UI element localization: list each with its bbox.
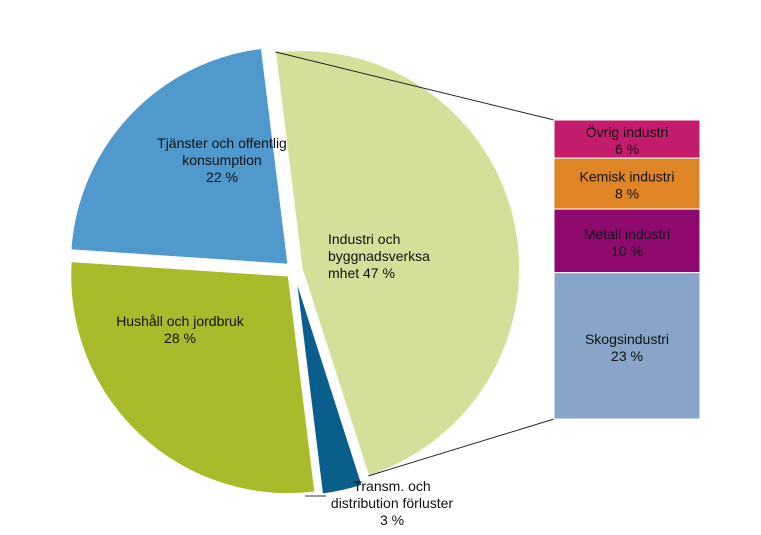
- slice-transm-och: [294, 277, 364, 496]
- breakdown-skogsindustri: [553, 272, 701, 420]
- connector-bottom: [368, 418, 555, 477]
- breakdown-connectors: [275, 51, 555, 477]
- breakdown-ovrig-industri: [553, 119, 701, 159]
- breakdown-bar: Övrig industri 6 % Kemisk industri 8 % Metal…: [553, 119, 701, 420]
- breakdown-ovrig-industri-label: Övrig industri 6 %: [586, 123, 668, 157]
- connector-top: [275, 51, 555, 121]
- breakdown-kemisk-industri-label: Kemisk industri 8 %: [580, 169, 675, 202]
- breakdown-metall-industri: [553, 208, 701, 274]
- breakdown-kemisk-industri: [553, 157, 701, 210]
- slice-industri-och-label: Industri och byggnadsverksa mhet 47 %: [328, 231, 430, 281]
- breakdown-skogsindustri-label: Skogsindustri 23 %: [585, 331, 669, 364]
- slice-transm-och-label: Transm. och distribution förluster 3 %: [331, 478, 454, 528]
- slice-tjanster-och-offentlig-label: Tjänster och offentlig konsumption 22 %: [157, 135, 287, 185]
- slice-tjanster-och-offentlig: [69, 47, 290, 266]
- pie-slices: [69, 47, 521, 496]
- slice-industri-och: [274, 49, 521, 477]
- breakdown-metall-industri-label: Metall industri 10 %: [584, 226, 670, 259]
- slice-hushall-och-jordbruk-label: Hushåll och jordbruk 28 %: [116, 313, 245, 346]
- chart-labels: Industri och byggnadsverksa mhet 47 % Trans…: [116, 135, 453, 528]
- slice-hushall-och-jordbruk: [69, 260, 316, 495]
